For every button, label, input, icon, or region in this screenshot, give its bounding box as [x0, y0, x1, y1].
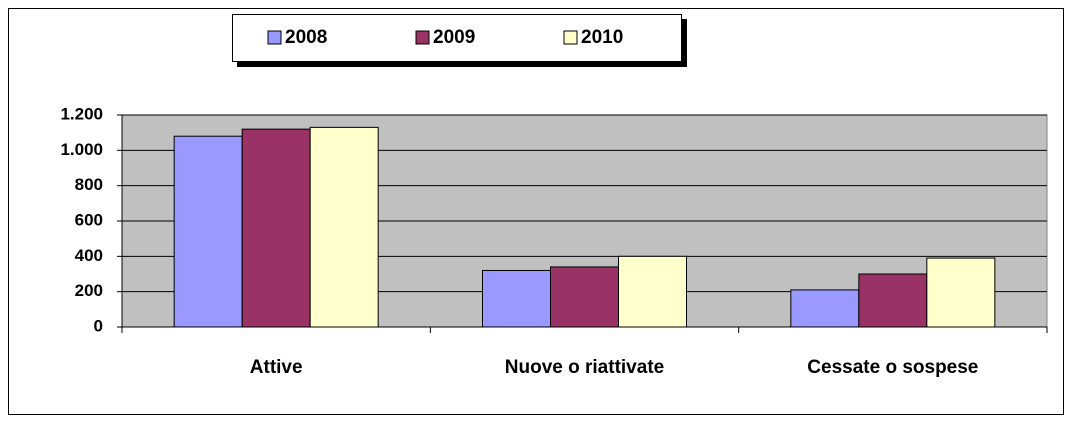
x-tick-label: Attive: [250, 357, 303, 378]
legend-label: 2008: [285, 27, 327, 48]
legend-marker: [563, 30, 578, 45]
legend-marker: [415, 30, 430, 45]
y-tick-label: 400: [75, 246, 103, 265]
bar: [858, 273, 928, 328]
x-tick-label: Cessate o sospese: [807, 357, 978, 378]
y-tick-label: 0: [94, 316, 103, 335]
legend-label: 2009: [433, 27, 475, 48]
legend-label: 2010: [581, 27, 623, 48]
bar: [790, 289, 860, 328]
bar: [550, 266, 619, 328]
y-tick-label: 1.000: [60, 140, 103, 159]
legend: [232, 14, 682, 62]
y-tick-label: 600: [75, 210, 103, 229]
x-tick-label: Nuove o riattivate: [505, 357, 664, 378]
y-tick-label: 1.200: [60, 104, 103, 123]
legend-marker: [267, 30, 282, 45]
bar: [309, 126, 379, 328]
bar: [482, 269, 551, 328]
y-tick-label: 200: [75, 281, 103, 300]
y-tick-label: 800: [75, 175, 103, 194]
bar: [618, 255, 687, 328]
bar: [926, 257, 996, 328]
bar: [241, 128, 311, 328]
bar: [173, 135, 243, 328]
